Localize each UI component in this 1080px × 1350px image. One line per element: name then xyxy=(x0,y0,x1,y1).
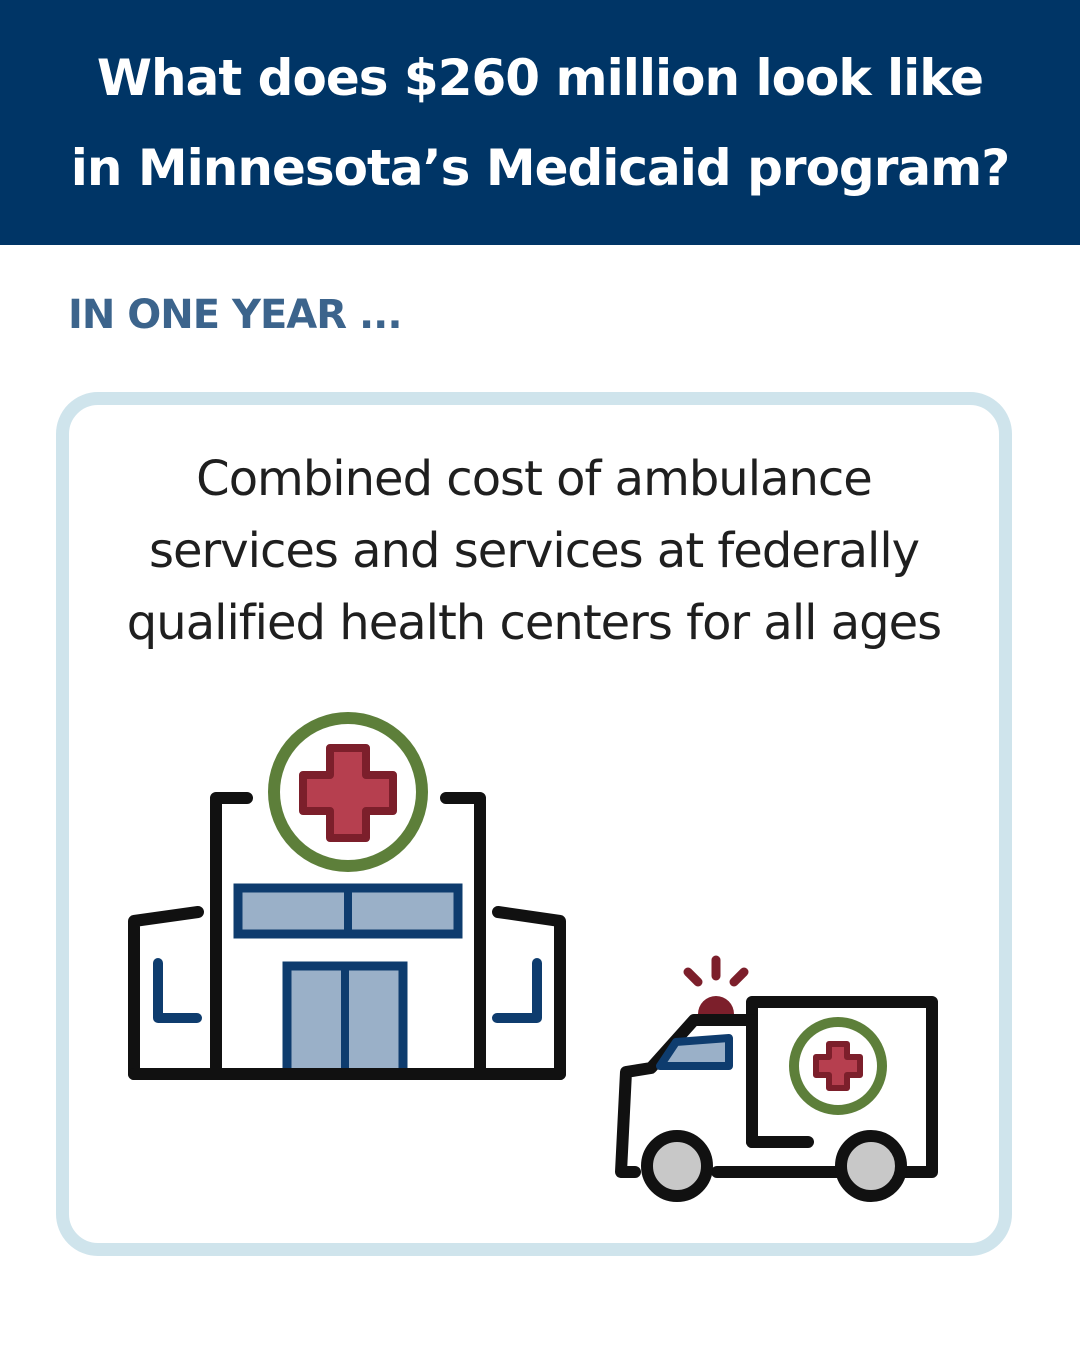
card-line-3: qualified health centers for all ages xyxy=(126,595,942,651)
header-banner: What does $260 million look like in Minn… xyxy=(0,0,1080,245)
card-description: Combined cost of ambulance services and … xyxy=(69,443,999,659)
info-card: Combined cost of ambulance services and … xyxy=(56,392,1012,1256)
section-subhead: IN ONE YEAR ... xyxy=(68,292,403,338)
card-line-2: services and services at federally xyxy=(148,523,920,579)
card-line-1: Combined cost of ambulance xyxy=(196,451,873,507)
page-title-line-2: in Minnesota’s Medicaid program? xyxy=(70,138,1010,197)
page-title-line-1: What does $260 million look like xyxy=(96,48,984,107)
